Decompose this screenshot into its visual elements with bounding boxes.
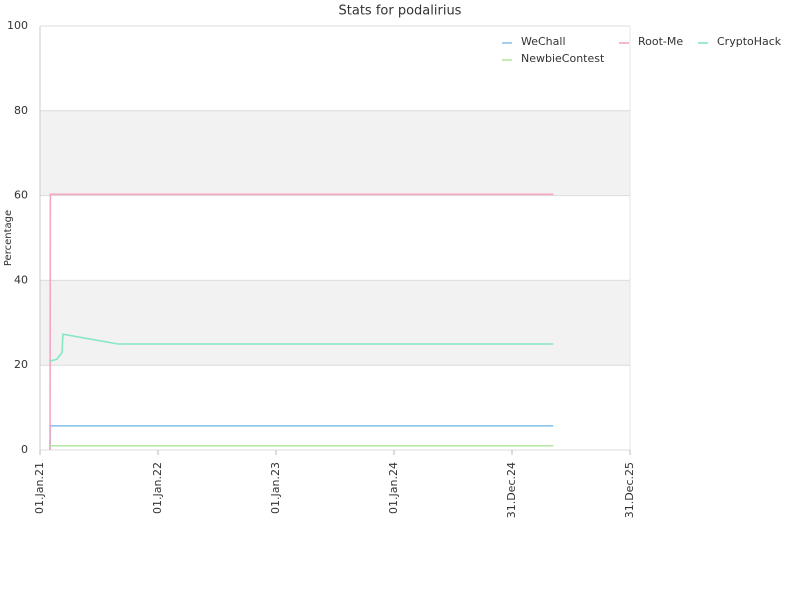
- y-tick-label: 40: [14, 273, 28, 286]
- legend-label: WeChall: [521, 35, 566, 48]
- x-tick-label: 01.Jan.23: [269, 462, 282, 514]
- series-line: [49, 193, 554, 451]
- legend-label: Root-Me: [638, 35, 683, 48]
- y-tick-label: 80: [14, 104, 28, 117]
- legend-label: NewbieContest: [521, 52, 605, 65]
- plot-band: [40, 110, 630, 196]
- y-tick-label: 20: [14, 358, 28, 371]
- plot-band: [40, 280, 630, 366]
- x-tick-label: 01.Jan.22: [151, 462, 164, 514]
- y-tick-label: 100: [7, 19, 28, 32]
- chart-title: Stats for podalirius: [339, 4, 462, 19]
- x-tick-label: 31.Dec.24: [505, 462, 518, 518]
- y-tick-label: 0: [21, 443, 28, 456]
- x-tick-label: 31.Dec.25: [623, 462, 636, 518]
- series-line: [50, 333, 554, 362]
- x-tick-label: 01.Jan.21: [33, 462, 46, 514]
- y-axis-label: Percentage: [3, 210, 14, 266]
- x-tick-label: 01.Jan.24: [387, 462, 400, 514]
- legend-label: CryptoHack: [717, 35, 782, 48]
- y-tick-label: 60: [14, 189, 28, 202]
